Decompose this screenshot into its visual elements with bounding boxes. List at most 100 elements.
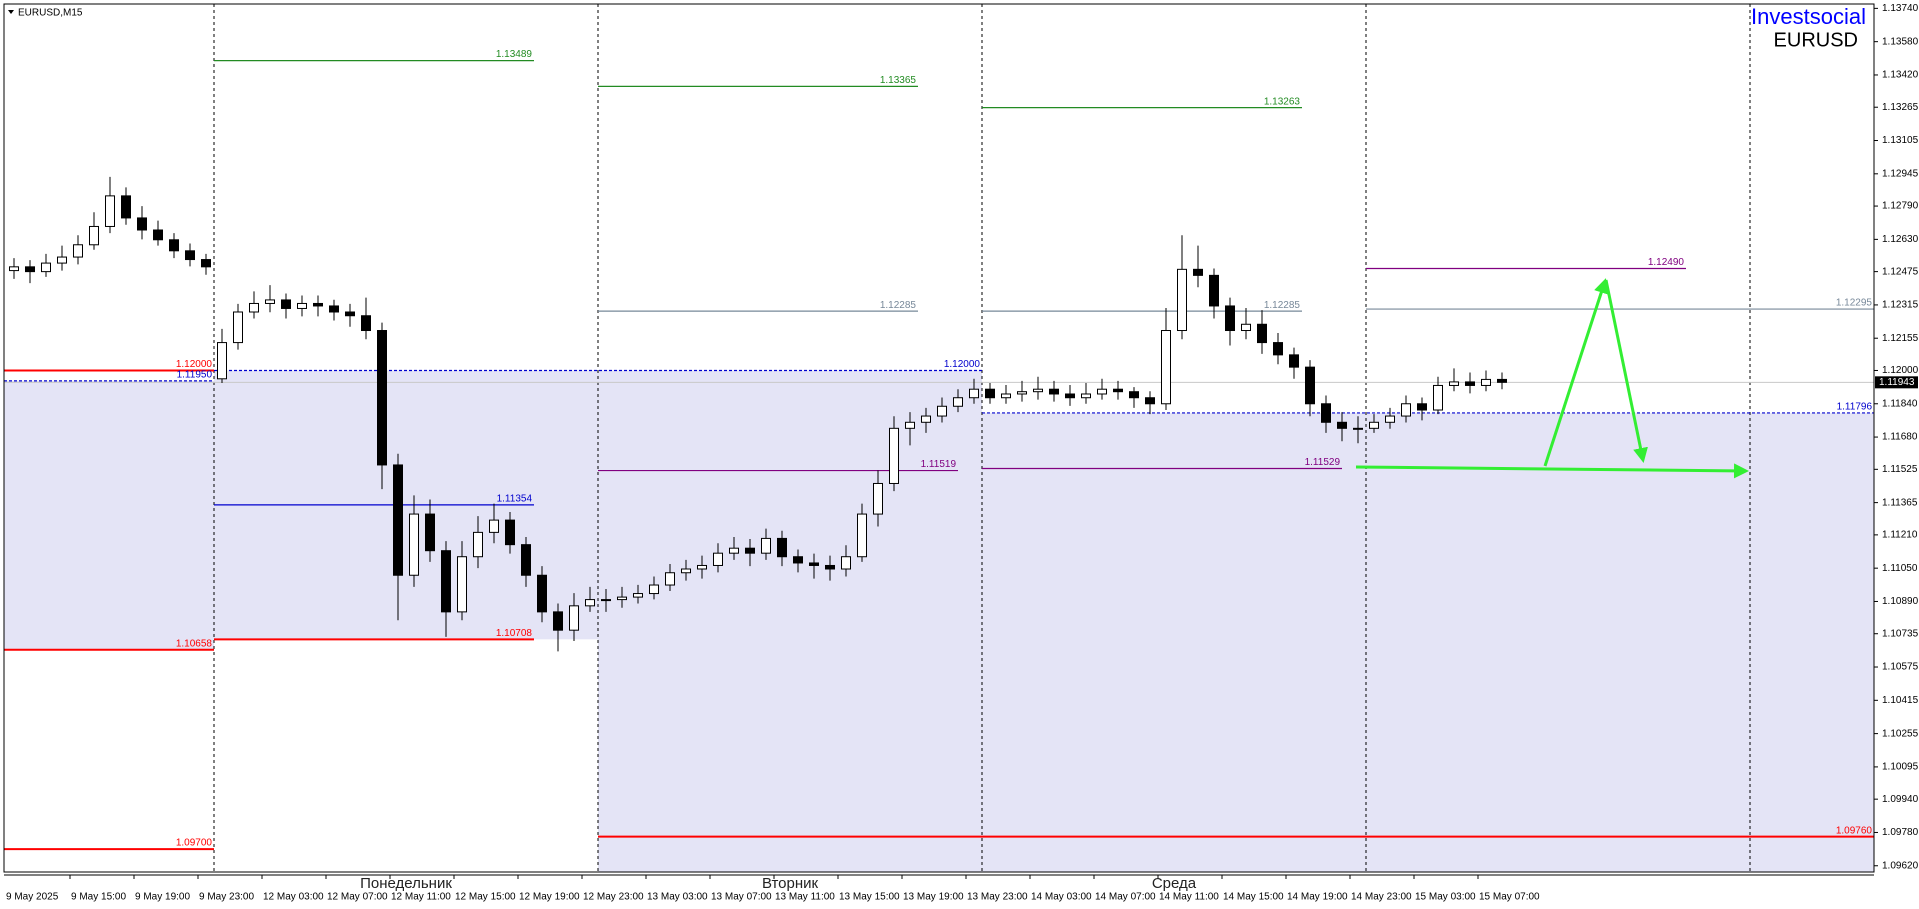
- candle-body: [761, 537, 771, 554]
- candle-body: [1337, 421, 1347, 429]
- candle-body: [153, 229, 163, 241]
- candle-body: [25, 266, 35, 273]
- x-tick-label: 12 May 19:00: [519, 892, 580, 903]
- candle-body: [441, 550, 451, 613]
- x-tick-label: 14 May 07:00: [1095, 892, 1156, 903]
- level-label: 1.12295: [1836, 298, 1873, 309]
- candle-body: [1065, 393, 1075, 399]
- candle-body: [1481, 378, 1491, 386]
- candle-body: [1193, 268, 1203, 276]
- candle-body: [1033, 388, 1043, 393]
- range-zone: [1366, 412, 1874, 872]
- candle-body: [201, 259, 211, 268]
- y-tick-label: 1.10095: [1882, 762, 1919, 773]
- y-tick-label: 1.10890: [1882, 596, 1919, 607]
- y-tick-label: 1.13740: [1882, 3, 1919, 14]
- candle-body: [505, 519, 515, 546]
- candle-body: [281, 299, 291, 309]
- candle-body: [1113, 388, 1123, 393]
- range-zone: [598, 370, 982, 872]
- y-tick-label: 1.11525: [1882, 464, 1918, 475]
- arrow: [1604, 279, 1648, 463]
- candle-body: [313, 302, 323, 307]
- level-label: 1.12285: [880, 300, 917, 311]
- candle-body: [297, 302, 307, 309]
- candle-body: [1401, 403, 1411, 417]
- level-label: 1.13489: [496, 49, 533, 60]
- candle-body: [969, 388, 979, 399]
- current-price-box: [1875, 376, 1918, 389]
- y-tick-label: 1.11680: [1882, 432, 1918, 443]
- candle-body: [553, 611, 563, 631]
- y-tick-label: 1.12000: [1882, 365, 1919, 376]
- y-tick-label: 1.09780: [1882, 827, 1919, 838]
- candle-body: [665, 572, 675, 586]
- candle-body: [681, 568, 691, 574]
- candle-body: [825, 564, 835, 570]
- candle-body: [569, 605, 579, 631]
- candle-body: [249, 302, 259, 313]
- day-name: Понедельник: [360, 875, 452, 892]
- current-price-label: 1.11943: [1879, 377, 1915, 388]
- candle-body: [89, 225, 99, 246]
- candle-body: [1257, 323, 1267, 344]
- candle-body: [649, 584, 659, 595]
- x-tick-label: 9 May 15:00: [71, 892, 126, 903]
- candle-body: [409, 513, 419, 576]
- candle-body: [809, 562, 819, 566]
- candle-body: [457, 556, 467, 613]
- candle-body: [585, 599, 595, 607]
- forecast-arrows: [1355, 278, 1749, 479]
- level-label: 1.12000: [176, 359, 213, 370]
- x-tick-label: 15 May 03:00: [1415, 892, 1476, 903]
- candle-body: [1385, 415, 1395, 423]
- x-tick-label: 15 May 07:00: [1479, 892, 1540, 903]
- y-tick-label: 1.10735: [1882, 628, 1919, 639]
- y-tick-label: 1.09620: [1882, 860, 1919, 871]
- symbol-watermark: EURUSD: [1774, 29, 1858, 51]
- y-tick-label: 1.10415: [1882, 695, 1919, 706]
- y-tick-label: 1.10255: [1882, 728, 1919, 739]
- y-tick-label: 1.11365: [1882, 497, 1918, 508]
- level-label: 1.09760: [1836, 825, 1873, 836]
- candle-body: [9, 266, 19, 272]
- candle-body: [329, 305, 339, 313]
- level-label: 1.13365: [880, 75, 917, 86]
- level-label: 1.12490: [1648, 257, 1685, 268]
- arrow: [1543, 278, 1609, 467]
- x-tick-label: 14 May 23:00: [1351, 892, 1412, 903]
- x-tick-label: 13 May 07:00: [711, 892, 772, 903]
- candle-body: [1449, 381, 1459, 386]
- candle-body: [1001, 393, 1011, 399]
- candle-body: [1353, 427, 1363, 430]
- candle-body: [537, 574, 547, 613]
- candle-body: [1305, 366, 1315, 405]
- candle-body: [1369, 421, 1379, 429]
- candle-body: [697, 564, 707, 570]
- candle-body: [345, 311, 355, 317]
- candle-body: [1465, 381, 1475, 386]
- candle-body: [857, 513, 867, 558]
- candle-body: [1177, 268, 1187, 332]
- x-tick-label: 12 May 03:00: [263, 892, 324, 903]
- candle-body: [57, 256, 67, 264]
- candle-body: [745, 547, 755, 554]
- candle-body: [1097, 388, 1107, 395]
- x-tick-label: 12 May 07:00: [327, 892, 388, 903]
- candle-body: [361, 315, 371, 332]
- candle-body: [921, 415, 931, 423]
- day-name: Вторник: [762, 875, 819, 892]
- x-tick-label: 13 May 15:00: [839, 892, 900, 903]
- brand-label: Investsocial: [1751, 4, 1866, 29]
- x-tick-label: 13 May 23:00: [967, 892, 1028, 903]
- x-tick-label: 13 May 11:00: [775, 892, 835, 903]
- symbol-menu-icon[interactable]: [8, 10, 14, 14]
- candle-body: [1321, 403, 1331, 423]
- plot-frame: [3, 3, 1875, 873]
- x-tick-label: 12 May 23:00: [583, 892, 644, 903]
- range-zone: [982, 412, 1366, 872]
- candle-body: [777, 537, 787, 558]
- candle-body: [601, 599, 611, 602]
- x-tick-label: 13 May 03:00: [647, 892, 708, 903]
